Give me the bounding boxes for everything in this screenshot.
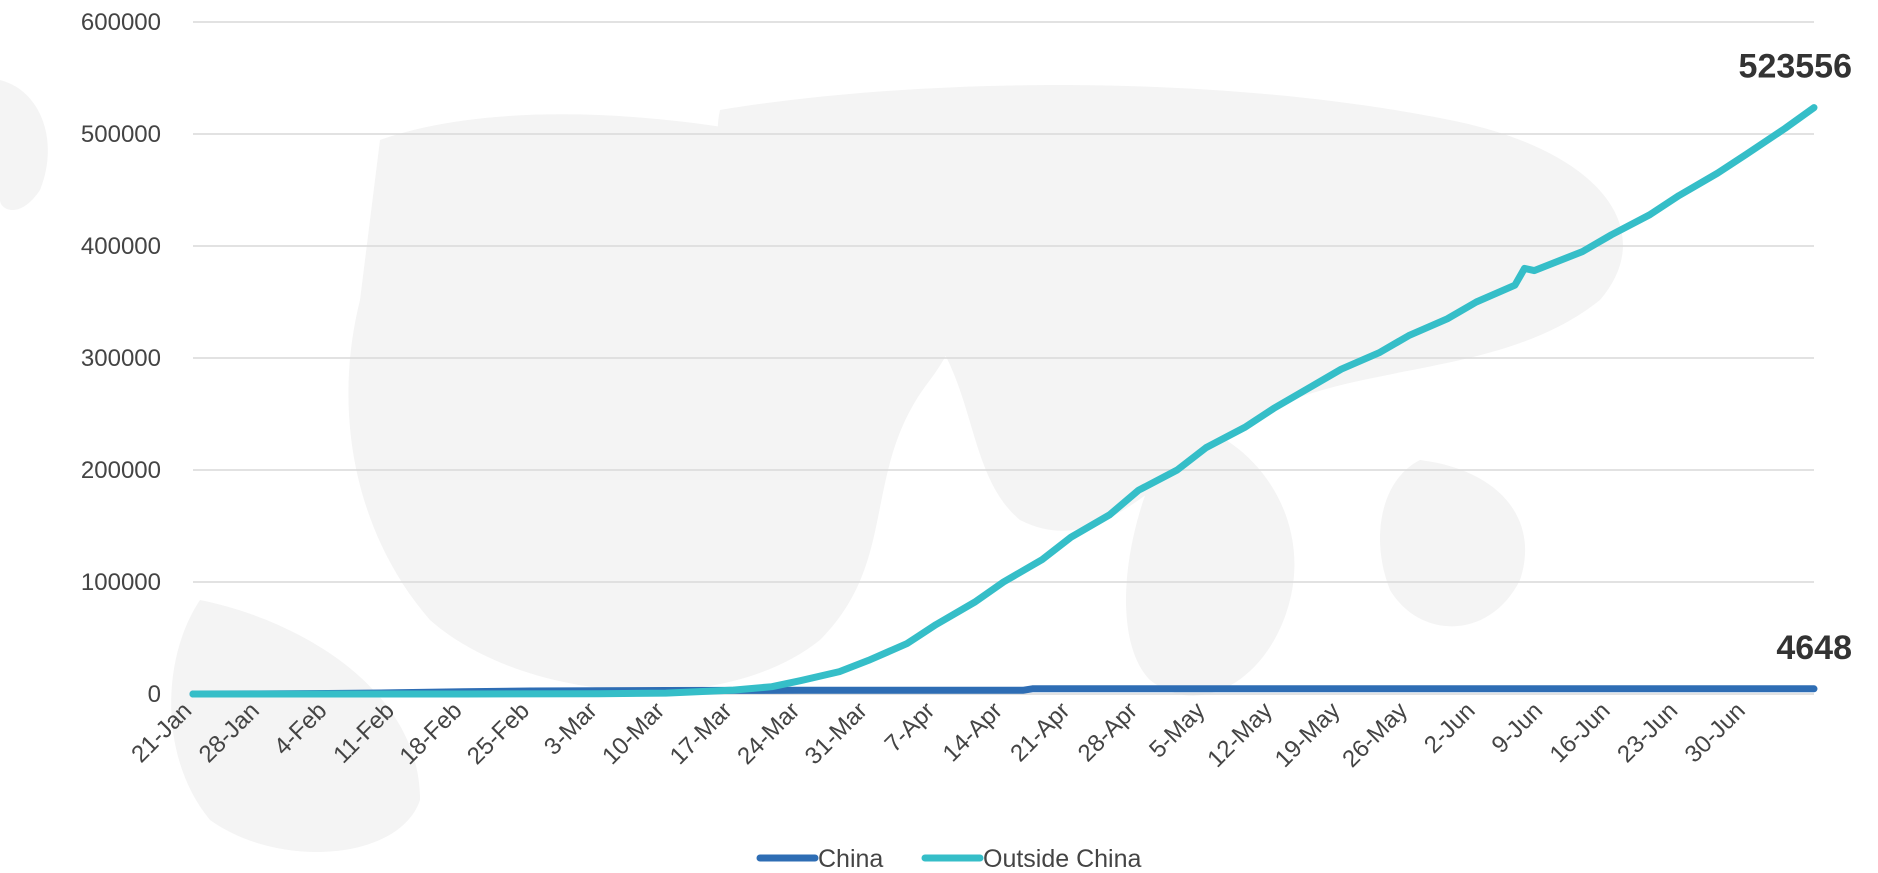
legend-label-china: China xyxy=(818,845,883,873)
y-axis: 0 100000 200000 300000 400000 500000 600000 xyxy=(81,9,161,708)
x-tick-label: 31-Mar xyxy=(800,697,873,770)
x-tick-label: 17-Mar xyxy=(665,697,738,770)
y-tick-label: 300000 xyxy=(81,345,161,372)
map-shape-3 xyxy=(1380,460,1526,627)
x-tick-label: 28-Apr xyxy=(1073,697,1143,767)
x-tick-label: 19-May xyxy=(1270,697,1346,773)
x-tick-label: 5-May xyxy=(1144,697,1210,763)
x-tick-label: 25-Feb xyxy=(462,697,535,770)
x-tick-label: 9-Jun xyxy=(1487,697,1549,759)
y-tick-label: 200000 xyxy=(81,457,161,484)
x-tick-label: 23-Jun xyxy=(1612,697,1683,768)
gridlines xyxy=(193,21,1814,695)
y-tick-label: 100000 xyxy=(81,569,161,596)
map-shape-2 xyxy=(1126,420,1295,696)
legend-label-outside-china: Outside China xyxy=(983,845,1142,873)
map-shape-0 xyxy=(348,114,969,691)
y-tick-label: 0 xyxy=(148,681,161,708)
x-tick-label: 14-Apr xyxy=(938,697,1008,767)
y-tick-label: 600000 xyxy=(81,9,161,36)
legend: China Outside China xyxy=(756,845,1142,873)
x-tick-label: 26-May xyxy=(1337,697,1413,773)
map-shape-5 xyxy=(0,80,48,210)
end-label-outside-china: 523556 xyxy=(1739,48,1852,86)
x-tick-label: 16-Jun xyxy=(1545,697,1616,768)
x-tick-label: 7-Apr xyxy=(880,697,941,758)
x-tick-label: 10-Mar xyxy=(597,697,670,770)
y-tick-label: 400000 xyxy=(81,233,161,260)
x-tick-label: 2-Jun xyxy=(1419,697,1481,759)
x-tick-label: 18-Feb xyxy=(395,697,468,770)
x-tick-label: 3-Mar xyxy=(539,697,602,760)
x-tick-label: 21-Apr xyxy=(1005,697,1075,767)
series-layer xyxy=(189,104,1818,698)
map-shape-1 xyxy=(717,85,1623,531)
x-tick-label: 30-Jun xyxy=(1680,697,1751,768)
x-tick-label: 12-May xyxy=(1202,697,1278,773)
end-labels: 4648 523556 xyxy=(1739,48,1852,667)
world-map-background xyxy=(0,80,1623,853)
end-label-china: 4648 xyxy=(1776,629,1852,667)
map-shape-4 xyxy=(171,600,420,853)
y-tick-label: 500000 xyxy=(81,121,161,148)
x-tick-label: 24-Mar xyxy=(732,697,805,770)
series-line-outside-china xyxy=(189,104,1818,698)
